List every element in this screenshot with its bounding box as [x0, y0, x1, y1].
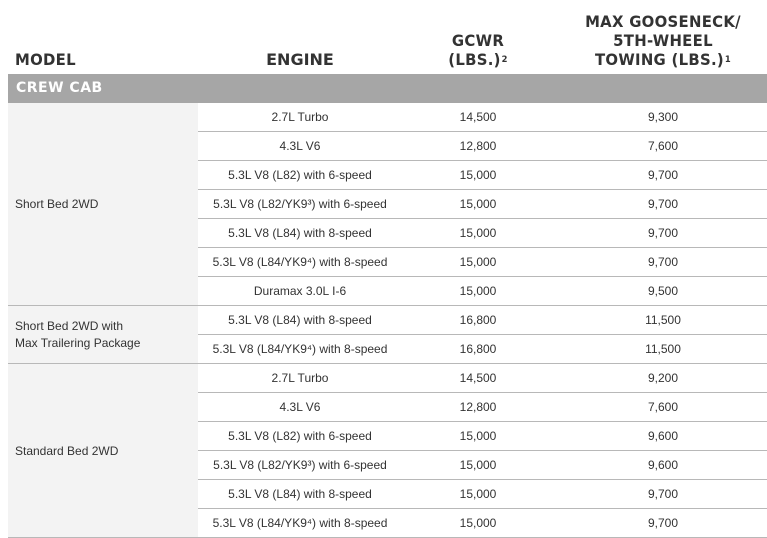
gcwr-cell: 12,800 — [459, 400, 497, 414]
engine-cell: 5.3L V8 (L82) with 6-speed — [228, 168, 372, 182]
table-row: 5.3L V8 (L84/YK9⁴) with 8-speed 16,800 11,… — [198, 335, 767, 364]
towing-cell: 11,500 — [645, 342, 681, 356]
column-header-model: MODEL — [15, 50, 76, 69]
table-row: 5.3L V8 (L84) with 8-speed 15,000 9,700 — [198, 219, 767, 248]
engine-cell: 4.3L V6 — [279, 139, 321, 153]
model-label: Short Bed 2WD — [15, 196, 98, 213]
towing-header-line2: 5TH-WHEEL — [613, 31, 713, 50]
table-row: Duramax 3.0L I-6 15,000 9,500 — [198, 277, 767, 306]
table-row: 2.7L Turbo 14,500 9,200 — [198, 364, 767, 393]
gcwr-cell: 15,000 — [459, 226, 497, 240]
engine-cell: 5.3L V8 (L84/YK9⁴) with 8-speed — [212, 516, 388, 530]
model-label-line2: Max Trailering Package — [15, 336, 141, 350]
gcwr-cell: 14,500 — [459, 371, 497, 385]
gcwr-cell: 15,000 — [459, 197, 497, 211]
model-label-line1: Short Bed 2WD with — [15, 319, 124, 333]
engine-cell: Duramax 3.0L I-6 — [253, 284, 347, 298]
towing-cell: 9,700 — [647, 226, 679, 240]
table-header: MODEL ENGINE GCWR (LBS.)2 MAX GOOSENECK/… — [0, 0, 767, 74]
table-row: 5.3L V8 (L84/YK9⁴) with 8-speed 15,000 9,7… — [198, 248, 767, 277]
towing-footnote-marker: 1 — [724, 55, 732, 65]
table-row: 5.3L V8 (L84) with 8-speed 15,000 9,700 — [198, 480, 767, 509]
gcwr-cell: 15,000 — [459, 458, 497, 472]
table-row: 5.3L V8 (L82/YK9³) with 6-speed 15,000 9,6… — [198, 451, 767, 480]
gcwr-header-unit: (LBS.) — [448, 50, 501, 69]
engine-cell: 5.3L V8 (L84/YK9⁴) with 8-speed — [212, 255, 388, 269]
table-row: 4.3L V6 12,800 7,600 — [198, 393, 767, 422]
column-header-towing: MAX GOOSENECK/ 5TH-WHEEL TOWING (LBS.)1 — [556, 12, 767, 69]
gcwr-footnote-marker: 2 — [501, 55, 508, 65]
towing-cell: 9,700 — [647, 487, 679, 501]
engine-cell: 5.3L V8 (L84) with 8-speed — [228, 226, 372, 240]
table-row: 5.3L V8 (L82/YK9³) with 6-speed 15,000 9,7… — [198, 190, 767, 219]
gcwr-header-line1: GCWR — [451, 31, 505, 50]
towing-header-unit: TOWING (LBS.) — [594, 50, 724, 69]
gcwr-cell: 14,500 — [459, 110, 497, 124]
table-row: 5.3L V8 (L84/YK9⁴) with 8-speed 15,000 9,7… — [198, 509, 767, 538]
gcwr-cell: 15,000 — [459, 487, 497, 501]
towing-cell: 9,700 — [647, 516, 679, 530]
towing-cell: 9,700 — [647, 197, 679, 211]
gcwr-header-line2: (LBS.)2 — [413, 50, 543, 69]
engine-cell: 4.3L V6 — [279, 400, 321, 414]
towing-cell: 7,600 — [647, 400, 679, 414]
section-header-crew-cab: CREW CAB — [8, 74, 767, 103]
column-header-engine-text: ENGINE — [266, 50, 334, 69]
towing-cell: 7,600 — [647, 139, 679, 153]
gcwr-cell: 15,000 — [459, 429, 497, 443]
gcwr-cell: 15,000 — [459, 168, 497, 182]
engine-cell: 5.3L V8 (L84) with 8-speed — [228, 313, 372, 327]
model-label: Short Bed 2WD with Max Trailering Package — [15, 318, 140, 352]
gcwr-cell: 16,800 — [459, 313, 497, 327]
model-label-line1: Short Bed 2WD — [15, 197, 99, 211]
towing-cell: 9,700 — [647, 168, 679, 182]
engine-cell: 5.3L V8 (L82/YK9³) with 6-speed — [213, 197, 387, 211]
towing-cell: 9,600 — [647, 458, 679, 472]
towing-header-line3: TOWING (LBS.)1 — [556, 50, 767, 69]
table-row: 4.3L V6 12,800 7,600 — [198, 132, 767, 161]
gcwr-cell: 15,000 — [459, 255, 497, 269]
gcwr-cell: 15,000 — [459, 284, 497, 298]
table-row: 5.3L V8 (L82) with 6-speed 15,000 9,700 — [198, 161, 767, 190]
engine-cell: 2.7L Turbo — [271, 110, 329, 124]
table-row: 5.3L V8 (L82) with 6-speed 15,000 9,600 — [198, 422, 767, 451]
model-label: Standard Bed 2WD — [15, 443, 118, 460]
towing-cell: 9,300 — [647, 110, 679, 124]
towing-cell: 9,600 — [647, 429, 679, 443]
column-header-gcwr: GCWR (LBS.)2 — [413, 31, 543, 69]
model-group: Short Bed 2WD — [8, 103, 198, 306]
engine-cell: 5.3L V8 (L82) with 6-speed — [228, 429, 372, 443]
towing-cell: 11,500 — [645, 313, 681, 327]
towing-cell: 9,500 — [647, 284, 679, 298]
towing-cell: 9,700 — [647, 255, 679, 269]
table-row: 2.7L Turbo 14,500 9,300 — [198, 103, 767, 132]
model-group: Standard Bed 2WD — [8, 364, 198, 538]
engine-cell: 5.3L V8 (L82/YK9³) with 6-speed — [213, 458, 387, 472]
model-group: Short Bed 2WD with Max Trailering Package — [8, 306, 198, 364]
gcwr-cell: 12,800 — [459, 139, 497, 153]
table-row: 5.3L V8 (L84) with 8-speed 16,800 11,500 — [198, 306, 767, 335]
model-label-line1: Standard Bed 2WD — [15, 444, 119, 458]
towing-cell: 9,200 — [647, 371, 679, 385]
engine-cell: 2.7L Turbo — [271, 371, 329, 385]
engine-cell: 5.3L V8 (L84) with 8-speed — [228, 487, 372, 501]
towing-header-line1: MAX GOOSENECK/ — [585, 12, 741, 31]
column-header-engine: ENGINE — [198, 50, 402, 69]
section-label: CREW CAB — [16, 80, 103, 96]
engine-cell: 5.3L V8 (L84/YK9⁴) with 8-speed — [212, 342, 388, 356]
gcwr-cell: 15,000 — [459, 516, 497, 530]
gcwr-cell: 16,800 — [459, 342, 497, 356]
